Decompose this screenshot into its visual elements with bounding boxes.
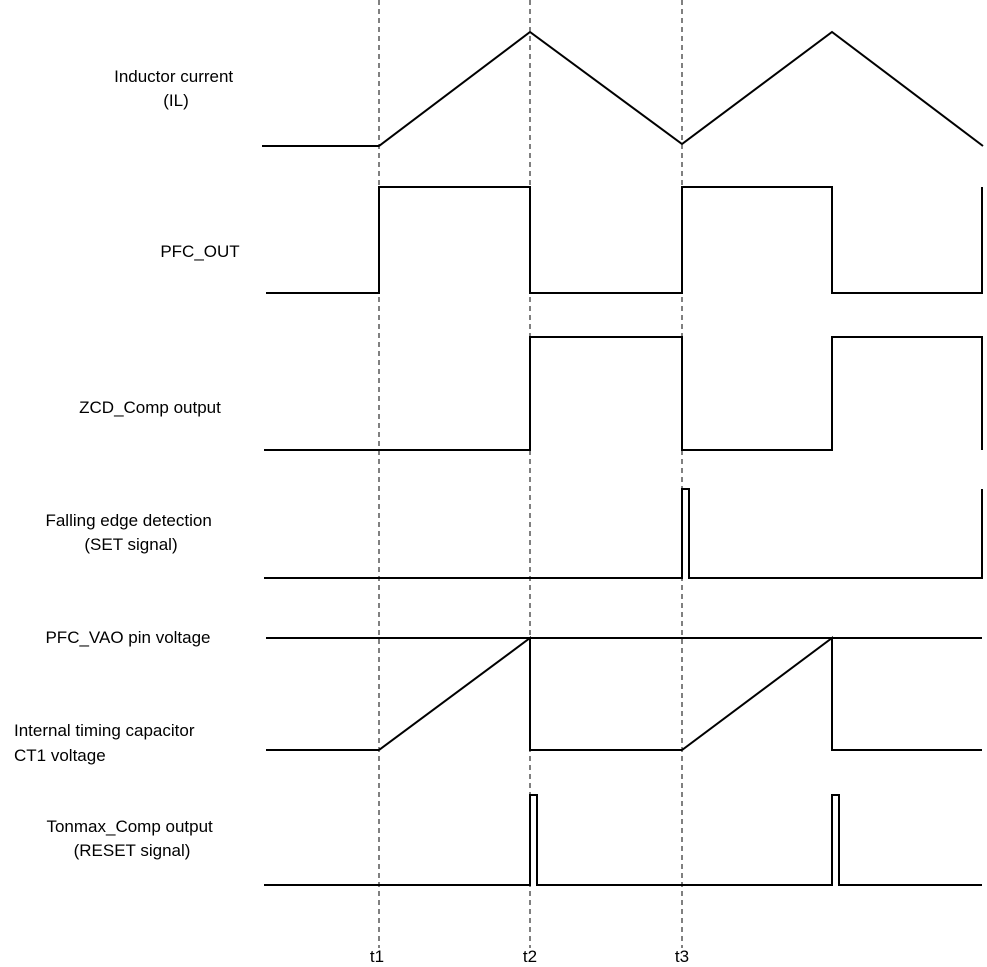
label-zcd-comp-output: ZCD_Comp output [79, 398, 221, 417]
reset-signal-waveform [264, 794, 982, 886]
set-signal-waveform [264, 488, 983, 579]
label-tonmax-comp-output: Tonmax_Comp output (RESET signal) [46, 817, 217, 860]
zcd-comp-output-waveform [264, 336, 983, 451]
label-pfc-vao-pin-voltage: PFC_VAO pin voltage [45, 628, 210, 647]
time-label-t3: t3 [675, 947, 689, 966]
label-ct1-voltage: Internal timing capacitor CT1 voltage [14, 721, 199, 765]
label-falling-edge-detection: Falling edge detection (SET signal) [45, 511, 216, 554]
pfc-out-waveform [266, 186, 983, 294]
label-pfc-out: PFC_OUT [160, 242, 239, 261]
ct1-voltage-waveform [266, 636, 982, 751]
inductor-current-waveform [262, 30, 984, 147]
time-label-t2: t2 [523, 947, 537, 966]
time-label-t1: t1 [370, 947, 384, 966]
label-inductor-current: Inductor current (IL) [114, 67, 238, 110]
